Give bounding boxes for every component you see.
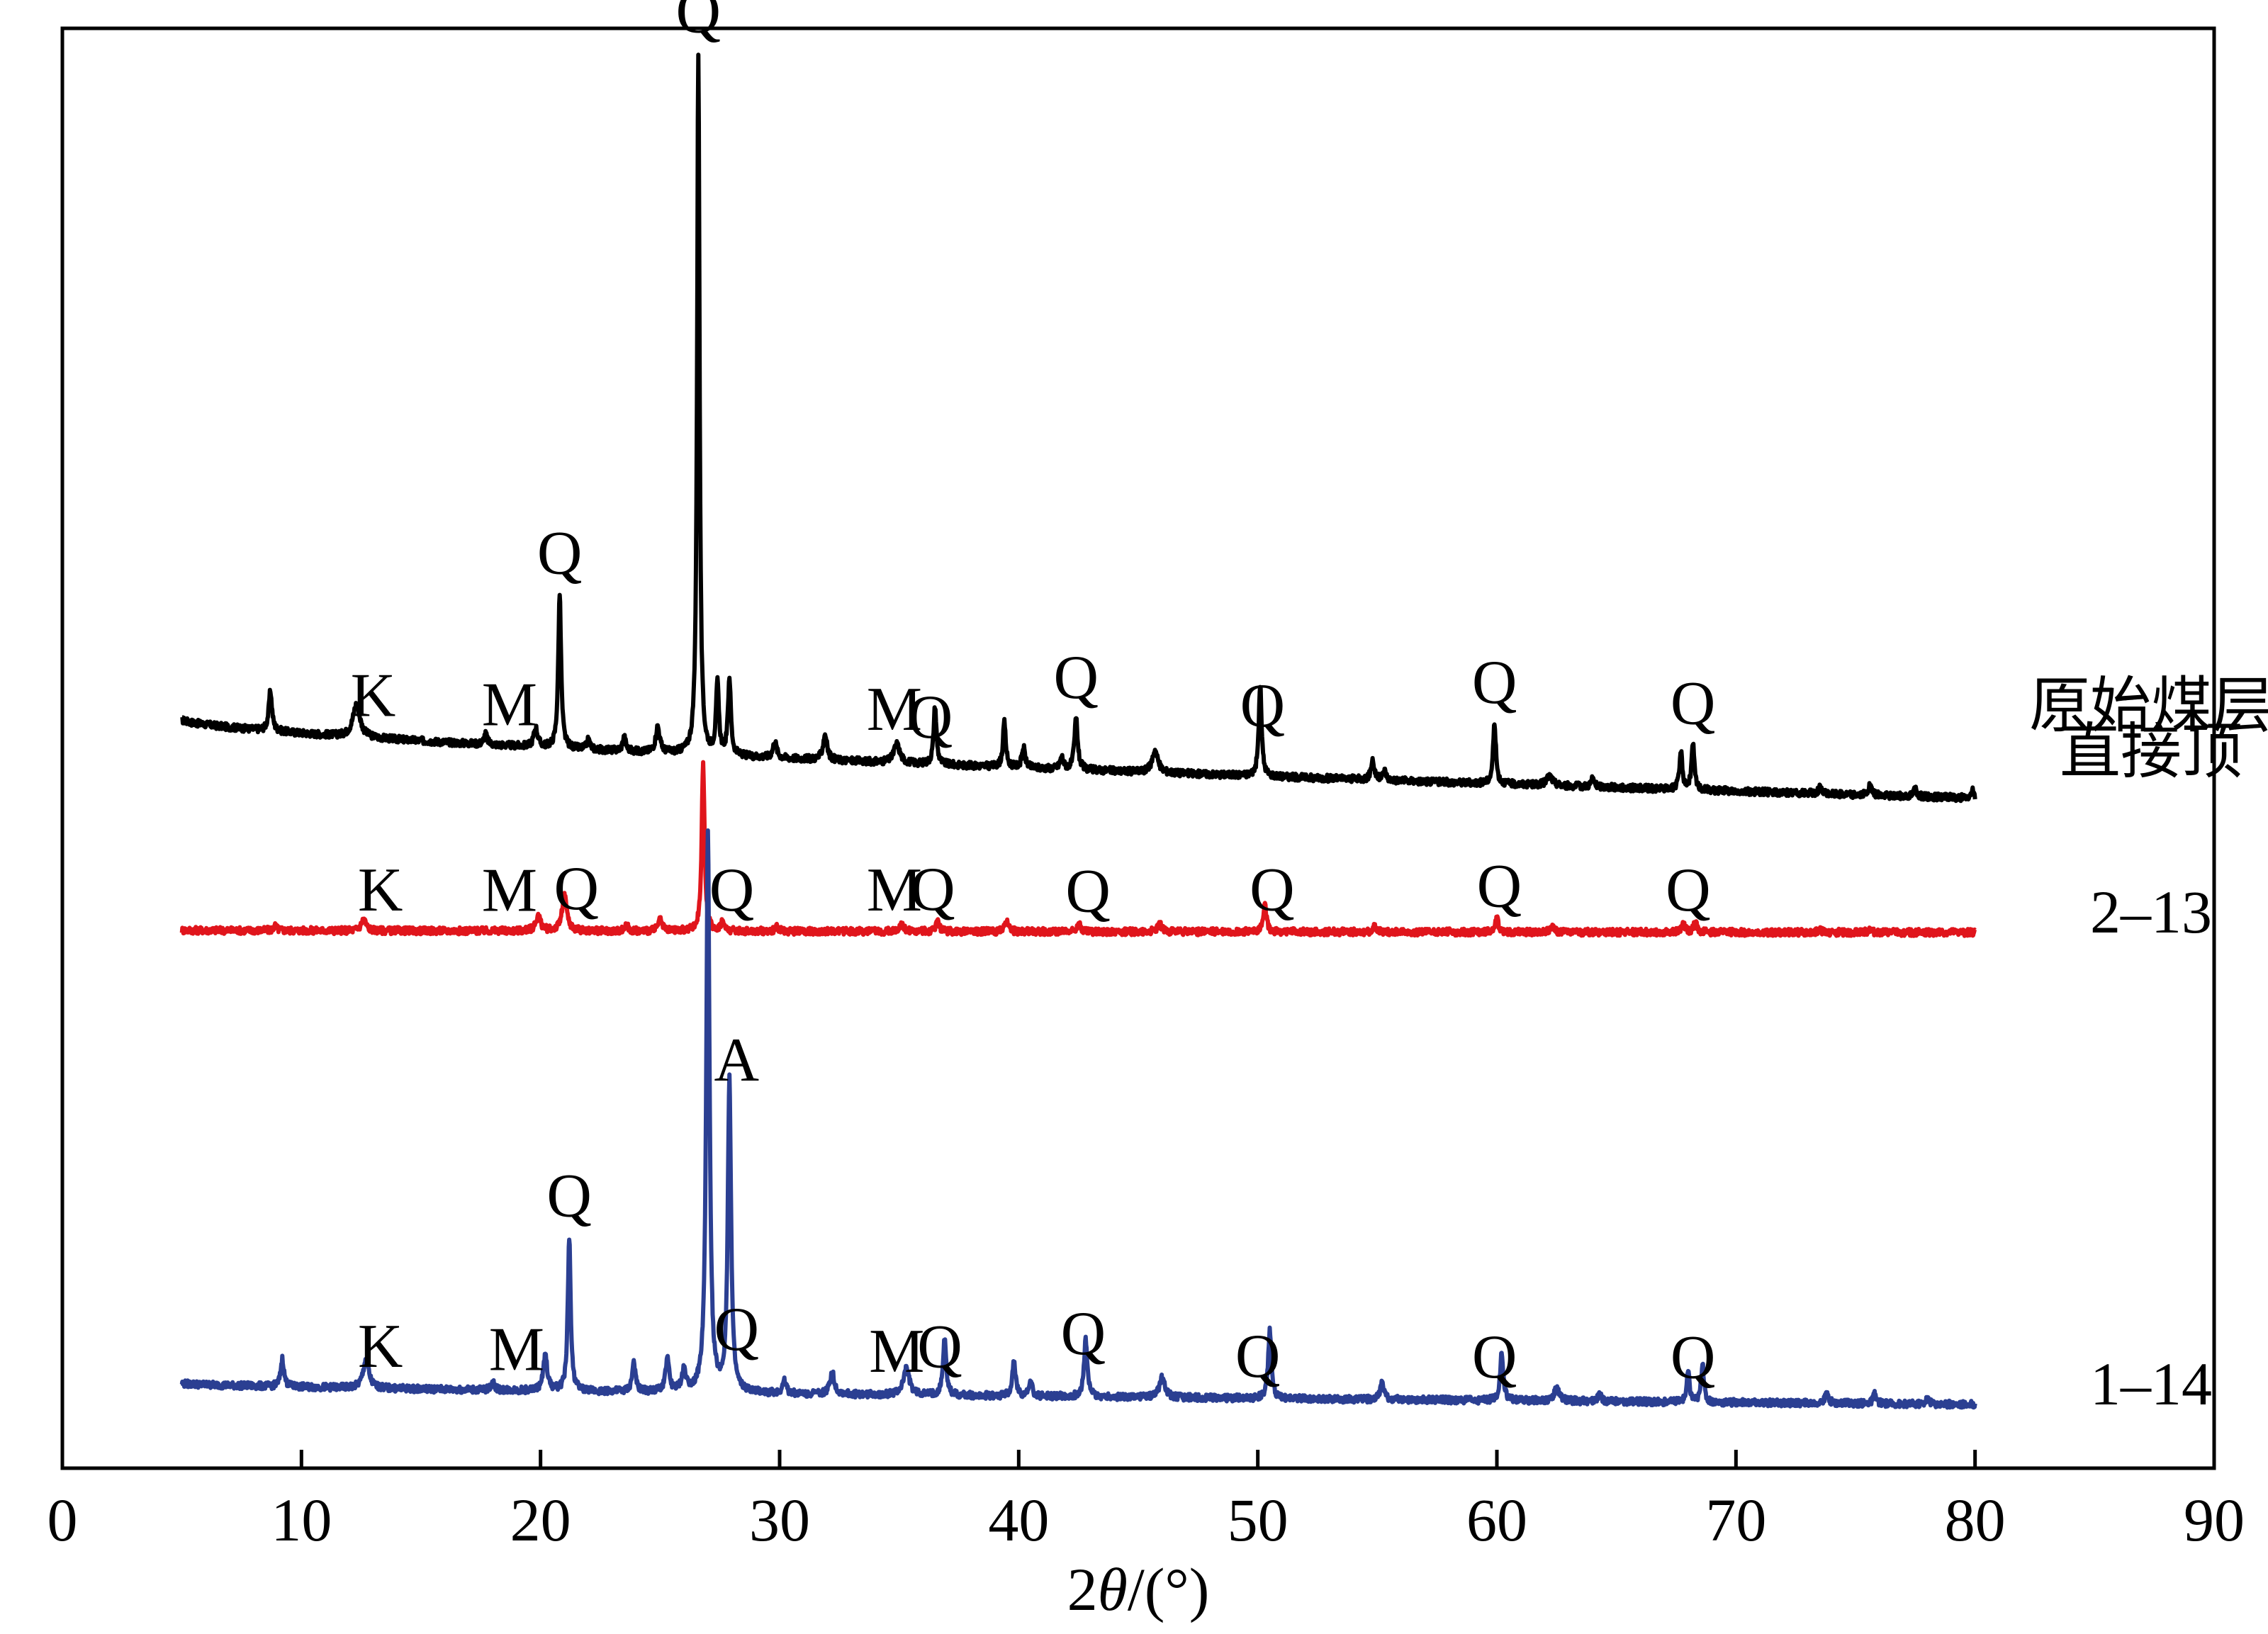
x-tick-label-80: 80 [1945, 1486, 2006, 1554]
x-tick-label-0: 0 [47, 1486, 78, 1554]
peak-label-q: Q [546, 1162, 592, 1231]
peak-label-q: Q [1061, 1300, 1106, 1368]
peak-label-m: M [482, 856, 537, 925]
peak-label-k: K [351, 662, 396, 731]
x-tick-label-60: 60 [1466, 1486, 1527, 1554]
peak-label-q: Q [1666, 856, 1711, 925]
series-label-1-line-1: 原始煤层 [2029, 672, 2268, 740]
peak-label-q: Q [1472, 648, 1517, 717]
x-tick-label-10: 10 [271, 1486, 332, 1554]
series-label-2-line-1: 2–13 [2090, 878, 2212, 946]
series-line-1 [180, 52, 1977, 804]
peak-label-q: Q [1472, 1323, 1517, 1392]
x-tick-label-90: 90 [2184, 1486, 2245, 1554]
series-layer [179, 52, 1977, 1410]
peak-label-k: K [358, 856, 403, 925]
peak-label-q: Q [1671, 1324, 1716, 1392]
peak-label-q: Q [917, 1313, 962, 1382]
x-axis-label-prefix: 2 [1067, 1555, 1098, 1623]
peak-label-q: Q [1250, 856, 1295, 925]
peak-label-q: Q [1065, 857, 1111, 925]
peak-label-q: Q [1054, 643, 1099, 712]
peak-label-m: M [867, 856, 922, 925]
series-line-3 [179, 828, 1977, 1410]
peak-label-q: Q [676, 0, 722, 47]
x-axis-label: 2θ/(°) [1067, 1555, 1210, 1623]
x-axis-label-suffix: /(°) [1128, 1555, 1210, 1623]
peak-label-q: Q [537, 519, 583, 588]
x-tick-label-50: 50 [1228, 1486, 1289, 1554]
peak-label-k: K [358, 1312, 403, 1381]
x-tick-label-20: 20 [510, 1486, 571, 1554]
peak-label-q: Q [714, 1295, 759, 1364]
peak-label-a: A [714, 1026, 759, 1095]
peak-label-q: Q [1235, 1322, 1281, 1391]
series-label-1-line-2: 直接顶 [2060, 718, 2242, 786]
peak-label-q: Q [554, 855, 599, 923]
x-tick-label-30: 30 [749, 1486, 810, 1554]
series-label-3-line-1: 1–14 [2090, 1350, 2212, 1418]
peak-label-m: M [869, 1317, 924, 1386]
x-axis-ticks [60, 1450, 2216, 1468]
peak-label-m: M [489, 1315, 544, 1384]
peak-label-q: Q [908, 683, 953, 752]
plot-frame [60, 26, 2216, 1470]
peak-label-q: Q [1671, 669, 1716, 738]
peak-label-m: M [867, 675, 922, 744]
series-line-2 [179, 760, 1977, 938]
x-axis-tick-labels: 0 10 20 30 40 50 60 70 80 90 [47, 1486, 2245, 1554]
peak-label-q: Q [1240, 672, 1286, 740]
peak-label-q: Q [709, 856, 755, 925]
x-tick-label-40: 40 [988, 1486, 1049, 1554]
x-tick-label-70: 70 [1705, 1486, 1766, 1554]
x-axis-label-theta: θ [1098, 1555, 1128, 1623]
peak-label-m: M [482, 671, 537, 740]
peak-label-q: Q [910, 855, 955, 924]
peak-label-q: Q [1477, 852, 1522, 921]
